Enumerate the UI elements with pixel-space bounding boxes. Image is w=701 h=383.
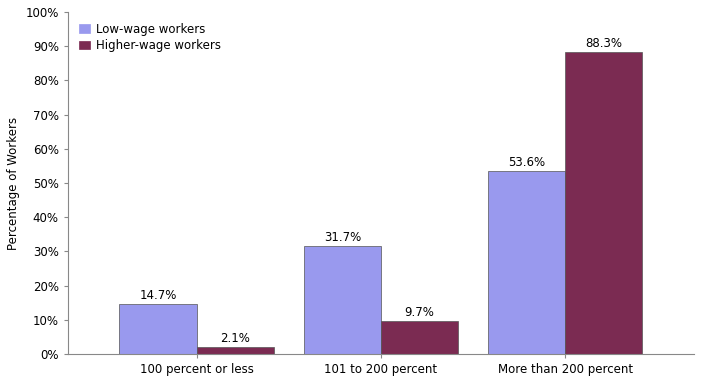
Bar bbox=[565, 52, 643, 354]
Text: 2.1%: 2.1% bbox=[221, 332, 250, 345]
Text: 88.3%: 88.3% bbox=[585, 37, 622, 50]
Text: 14.7%: 14.7% bbox=[139, 289, 177, 302]
Bar bbox=[488, 171, 565, 354]
Y-axis label: Percentage of Workers: Percentage of Workers bbox=[7, 116, 20, 250]
Bar bbox=[119, 304, 197, 354]
Bar bbox=[381, 321, 458, 354]
Bar bbox=[197, 347, 274, 354]
Bar bbox=[304, 246, 381, 354]
Legend: Low-wage workers, Higher-wage workers: Low-wage workers, Higher-wage workers bbox=[74, 18, 226, 57]
Text: 53.6%: 53.6% bbox=[508, 156, 545, 169]
Text: 31.7%: 31.7% bbox=[324, 231, 361, 244]
Text: 9.7%: 9.7% bbox=[404, 306, 435, 319]
